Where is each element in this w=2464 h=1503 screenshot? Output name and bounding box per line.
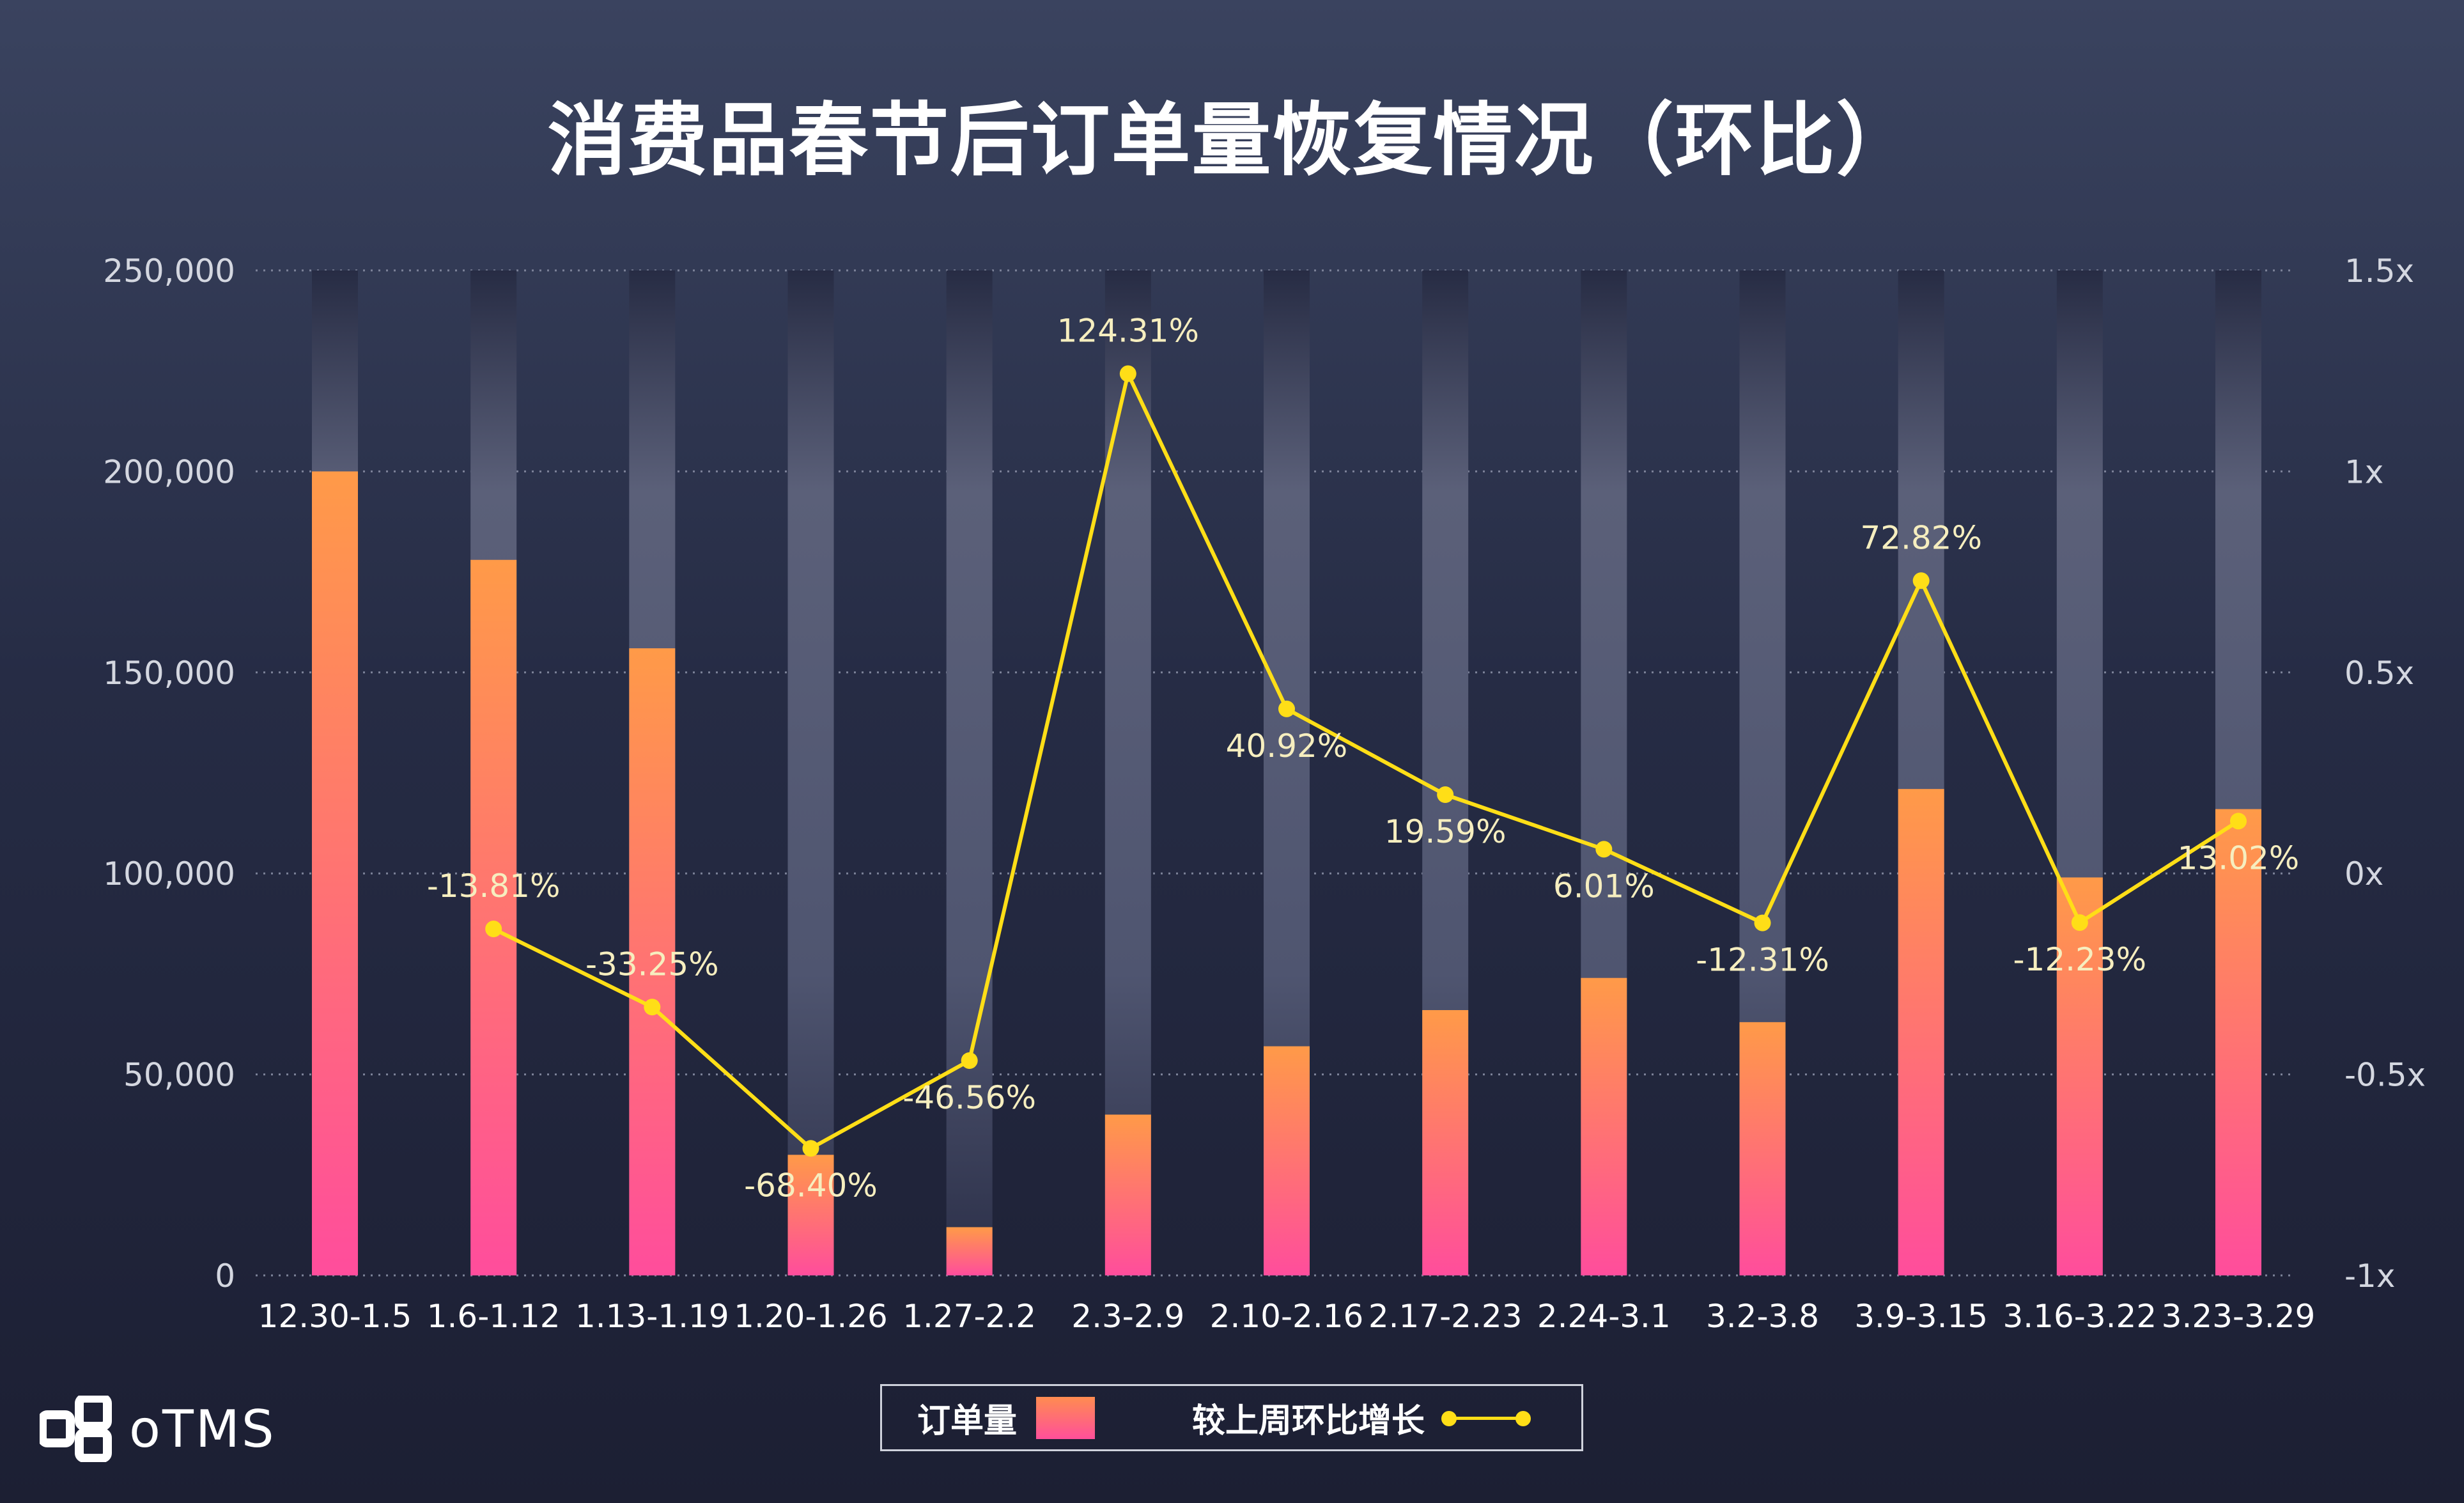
- line-data-labels: -13.81% -33.25% -68.40% -46.56% 124.31% 40.92…: [427, 313, 2300, 1204]
- bar: [2215, 809, 2261, 1275]
- right-axis-tick-label: 0.5x: [2344, 655, 2414, 692]
- bar-series: [312, 471, 2261, 1275]
- bar: [1739, 1022, 1786, 1275]
- x-axis: 12.30-1.5 1.6-1.12 1.13-1.19 1.20-1.26 1.27-…: [258, 1298, 2316, 1335]
- x-tick-label: 1.13-1.19: [575, 1298, 729, 1335]
- chart-title: 消费品春节后订单量恢复情况（环比）: [547, 95, 1917, 187]
- growth-data-label: -13.81%: [427, 868, 561, 905]
- bar-track: [787, 270, 834, 1275]
- bar: [787, 1155, 834, 1275]
- right-axis: -1x -0.5x 0x 0.5x 1x 1.5x: [2344, 253, 2426, 1295]
- x-tick-label: 3.23-3.29: [2162, 1298, 2316, 1335]
- logo-text: oTMS: [129, 1399, 276, 1459]
- growth-data-label: -12.23%: [2013, 941, 2146, 978]
- x-tick-label: 3.2-3.8: [1706, 1298, 1819, 1335]
- left-axis-tick-label: 250,000: [103, 253, 235, 290]
- bar: [312, 471, 358, 1275]
- left-axis: 0 50,000 100,000 150,000 200,000 250,000: [103, 253, 235, 1295]
- growth-point: [1278, 700, 1295, 717]
- bar: [946, 1227, 993, 1275]
- growth-data-label: -12.31%: [1696, 942, 1829, 979]
- legend: 订单量 较上周环比增长: [880, 1384, 1583, 1451]
- line-series: [485, 365, 2247, 1157]
- right-axis-tick-label: 1x: [2344, 453, 2383, 490]
- legend-line-swatch: [1441, 1405, 1531, 1431]
- x-tick-label: 2.24-3.1: [1537, 1298, 1671, 1335]
- right-axis-tick-label: -0.5x: [2344, 1057, 2426, 1094]
- bar: [1264, 1046, 1310, 1275]
- right-axis-tick-label: 1.5x: [2344, 253, 2414, 290]
- bar: [629, 648, 676, 1275]
- x-tick-label: 3.16-3.22: [2003, 1298, 2157, 1335]
- left-axis-tick-label: 200,000: [103, 453, 235, 490]
- legend-label-orders: 订单量: [917, 1402, 1018, 1440]
- growth-point: [644, 999, 661, 1016]
- growth-point: [485, 921, 502, 938]
- right-axis-tick-label: 0x: [2344, 855, 2383, 892]
- left-axis-tick-label: 50,000: [123, 1057, 235, 1094]
- growth-data-label: 72.82%: [1860, 519, 1982, 556]
- growth-data-label: 40.92%: [1226, 728, 1348, 765]
- x-tick-label: 3.9-3.15: [1854, 1298, 1988, 1335]
- growth-data-label: -33.25%: [585, 946, 719, 983]
- growth-data-label: 13.02%: [2178, 839, 2300, 876]
- growth-data-label: -46.56%: [903, 1079, 1036, 1116]
- bar: [1898, 789, 1944, 1275]
- legend-label-growth: 较上周环比增长: [1192, 1402, 1425, 1440]
- bar: [2056, 877, 2103, 1275]
- growth-point: [2071, 914, 2088, 931]
- growth-data-label: 124.31%: [1057, 313, 1199, 350]
- otms-logo-icon: [40, 1396, 112, 1462]
- growth-data-label: -68.40%: [744, 1167, 878, 1204]
- bar: [470, 559, 517, 1275]
- bar-track: [946, 270, 993, 1275]
- growth-point: [1912, 572, 1930, 589]
- legend-item-orders: 订单量: [917, 1386, 1096, 1449]
- right-axis-tick-label: -1x: [2344, 1258, 2395, 1295]
- x-tick-label: 2.17-2.23: [1368, 1298, 1523, 1335]
- otms-logo: oTMS: [40, 1394, 276, 1464]
- growth-point: [961, 1052, 978, 1069]
- left-axis-tick-label: 0: [215, 1258, 235, 1295]
- growth-data-label: 19.59%: [1384, 813, 1507, 850]
- left-axis-tick-label: 150,000: [103, 655, 235, 692]
- legend-item-growth: 较上周环比增长: [1192, 1386, 1531, 1449]
- x-tick-label: 2.3-2.9: [1071, 1298, 1184, 1335]
- growth-point: [802, 1140, 819, 1157]
- x-tick-label: 1.27-2.2: [903, 1298, 1036, 1335]
- bar: [1581, 977, 1627, 1275]
- growth-point: [1119, 365, 1136, 382]
- bar: [1104, 1114, 1151, 1275]
- growth-point: [1437, 786, 1454, 804]
- legend-bar-swatch: [1036, 1396, 1096, 1439]
- x-tick-label: 12.30-1.5: [258, 1298, 412, 1335]
- x-tick-label: 1.20-1.26: [734, 1298, 888, 1335]
- growth-data-label: 6.01%: [1553, 868, 1655, 905]
- growth-point: [2230, 813, 2247, 830]
- growth-point: [1595, 841, 1613, 858]
- left-axis-tick-label: 100,000: [103, 855, 235, 892]
- x-tick-label: 1.6-1.12: [427, 1298, 561, 1335]
- x-tick-label: 2.10-2.16: [1210, 1298, 1364, 1335]
- growth-line: [492, 371, 2240, 1151]
- bar: [1422, 1009, 1469, 1275]
- growth-point: [1754, 914, 1771, 931]
